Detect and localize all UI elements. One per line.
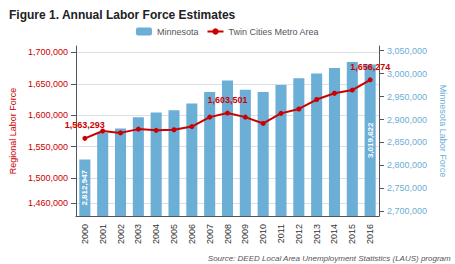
svg-text:Source: DEED Local Area Unempl: Source: DEED Local Area Unemployment Sta…: [208, 254, 451, 263]
svg-text:Figure 1. Annual Labor Force E: Figure 1. Annual Labor Force Estimates: [9, 8, 236, 22]
svg-text:1,563,293: 1,563,293: [65, 120, 105, 130]
svg-text:2,800,000: 2,800,000: [387, 160, 427, 170]
svg-text:1,603,501: 1,603,501: [207, 95, 247, 105]
svg-text:2,750,000: 2,750,000: [387, 183, 427, 193]
svg-text:2,900,000: 2,900,000: [387, 115, 427, 125]
svg-text:2004: 2004: [151, 224, 161, 244]
svg-text:2011: 2011: [276, 224, 286, 243]
svg-text:2009: 2009: [240, 224, 250, 244]
svg-text:2,700,000: 2,700,000: [387, 206, 427, 216]
svg-text:2005: 2005: [169, 224, 179, 244]
svg-text:3,019,622: 3,019,622: [366, 122, 375, 158]
svg-text:2001: 2001: [98, 224, 108, 244]
svg-text:2012: 2012: [294, 224, 304, 244]
svg-text:3,000,000: 3,000,000: [387, 69, 427, 79]
svg-text:1,600,000: 1,600,000: [28, 110, 68, 120]
svg-text:2000: 2000: [80, 224, 90, 244]
svg-text:2006: 2006: [187, 224, 197, 244]
svg-text:3,050,000: 3,050,000: [387, 46, 427, 56]
svg-text:2014: 2014: [329, 224, 339, 244]
svg-text:Twin Cities Metro Area: Twin Cities Metro Area: [228, 27, 318, 37]
svg-text:2,850,000: 2,850,000: [387, 137, 427, 147]
svg-text:1,650,000: 1,650,000: [28, 79, 68, 89]
svg-text:2,812,947: 2,812,947: [80, 169, 89, 205]
svg-text:Regional Labor Force: Regional Labor Force: [8, 88, 18, 175]
svg-text:Minnesota: Minnesota: [157, 27, 199, 37]
svg-text:2008: 2008: [223, 224, 233, 244]
svg-text:1,460,000: 1,460,000: [28, 198, 68, 208]
svg-text:2015: 2015: [347, 224, 357, 244]
svg-text:2010: 2010: [258, 224, 268, 244]
svg-text:1,656,274: 1,656,274: [350, 62, 390, 72]
svg-text:1,500,000: 1,500,000: [28, 173, 68, 183]
svg-text:1,700,000: 1,700,000: [28, 47, 68, 57]
svg-text:2007: 2007: [205, 224, 215, 244]
svg-text:Minnesota Labor Force: Minnesota Labor Force: [438, 85, 448, 178]
svg-text:2003: 2003: [133, 224, 143, 244]
svg-text:1,550,000: 1,550,000: [28, 142, 68, 152]
svg-text:2002: 2002: [116, 224, 126, 244]
svg-text:2,950,000: 2,950,000: [387, 92, 427, 102]
svg-text:2016: 2016: [365, 224, 375, 244]
svg-text:2013: 2013: [312, 224, 322, 244]
